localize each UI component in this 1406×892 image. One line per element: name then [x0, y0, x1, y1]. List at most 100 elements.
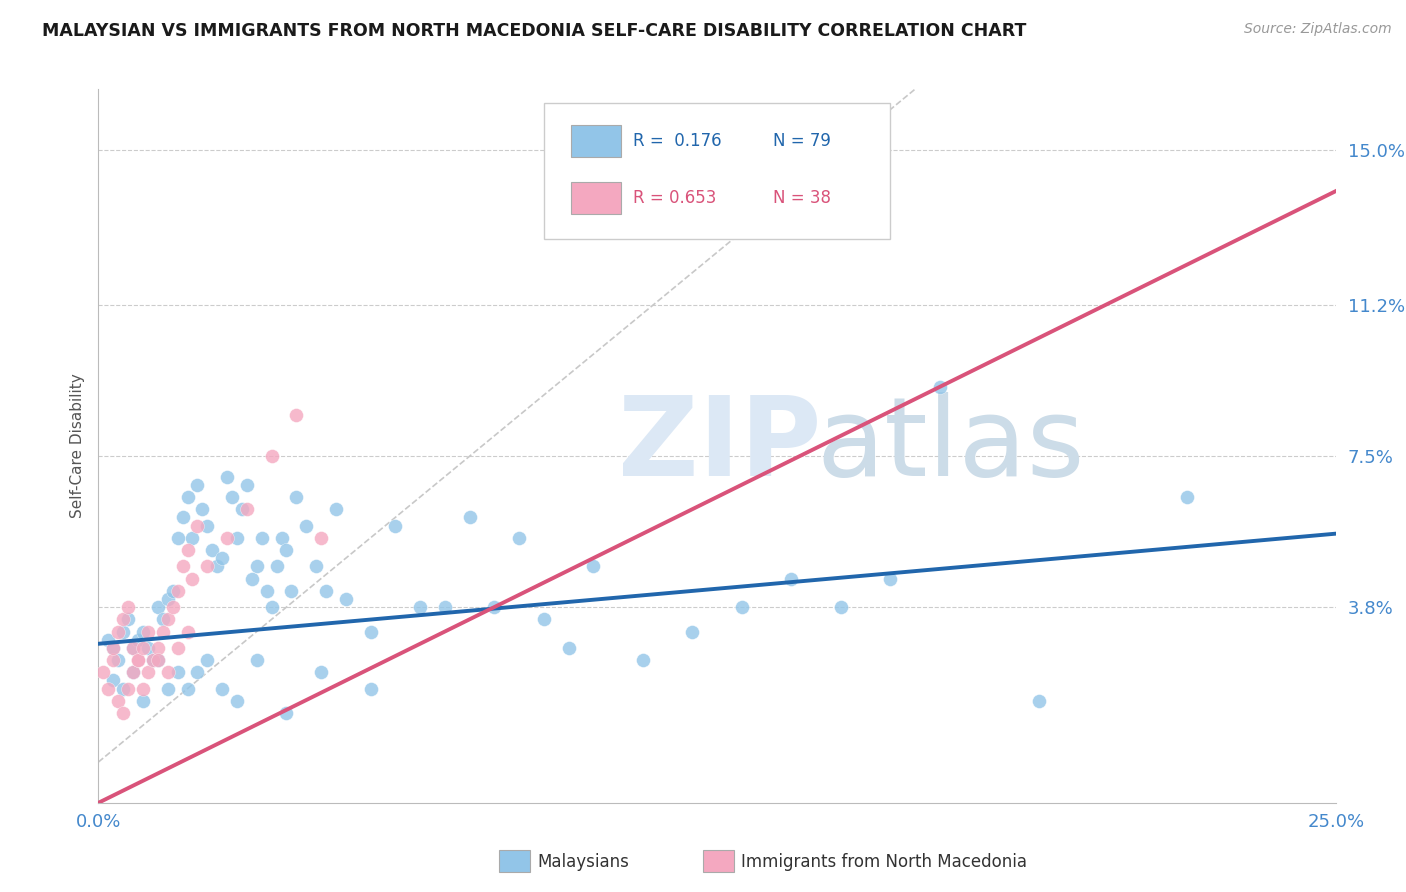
Point [231, 502, 253, 516]
Point [221, 490, 243, 504]
Point [211, 551, 233, 566]
Text: Immigrants from North Macedonia: Immigrants from North Macedonia [741, 853, 1026, 871]
Point [97, 681, 120, 696]
Point [107, 624, 129, 639]
Point [186, 518, 208, 533]
Point [122, 640, 145, 655]
Point [166, 583, 188, 598]
Point [195, 518, 218, 533]
Point [117, 612, 139, 626]
Text: R =  0.176: R = 0.176 [633, 132, 721, 150]
Point [325, 502, 347, 516]
Point [136, 624, 159, 639]
Point [103, 640, 125, 655]
Point [156, 665, 179, 680]
Point [97, 632, 120, 647]
Point [246, 653, 269, 667]
Y-axis label: Self-Care Disability: Self-Care Disability [69, 374, 84, 518]
Text: ZIP: ZIP [619, 392, 821, 500]
Point [122, 665, 145, 680]
Point [360, 624, 382, 639]
Point [211, 681, 233, 696]
Point [557, 640, 579, 655]
Point [181, 531, 204, 545]
Point [205, 559, 228, 574]
Point [142, 653, 165, 667]
Point [146, 653, 169, 667]
Point [315, 583, 337, 598]
Point [1175, 490, 1198, 504]
Point [162, 600, 184, 615]
Point [260, 449, 283, 463]
Point [280, 583, 302, 598]
Bar [571, 125, 620, 157]
Point [132, 624, 155, 639]
Text: R = 0.653: R = 0.653 [633, 189, 716, 207]
Point [127, 653, 149, 667]
Point [295, 518, 318, 533]
Point [103, 653, 125, 667]
Point [146, 653, 169, 667]
Point [195, 559, 218, 574]
Point [181, 572, 204, 586]
Point [285, 409, 308, 423]
Point [270, 531, 292, 545]
Point [122, 665, 145, 680]
Point [162, 583, 184, 598]
Point [117, 600, 139, 615]
Point [1028, 694, 1050, 708]
Point [127, 653, 149, 667]
Point [166, 640, 188, 655]
Text: atlas: atlas [815, 392, 1084, 500]
Point [103, 673, 125, 688]
Point [217, 531, 239, 545]
Point [201, 543, 224, 558]
Point [780, 572, 803, 586]
Point [112, 681, 135, 696]
Point [246, 559, 269, 574]
Point [195, 653, 218, 667]
Point [305, 559, 328, 574]
Point [236, 502, 259, 516]
Point [156, 591, 179, 606]
Point [156, 612, 179, 626]
Point [256, 583, 278, 598]
Point [285, 490, 308, 504]
Point [508, 531, 530, 545]
Point [226, 694, 249, 708]
Point [112, 612, 135, 626]
Point [186, 477, 208, 491]
Point [276, 543, 298, 558]
Point [582, 559, 605, 574]
Point [533, 612, 555, 626]
Point [112, 624, 135, 639]
Point [132, 694, 155, 708]
Point [458, 510, 481, 524]
Point [136, 665, 159, 680]
Text: Malaysians: Malaysians [537, 853, 628, 871]
Point [152, 624, 174, 639]
Point [260, 600, 283, 615]
Point [166, 531, 188, 545]
Point [830, 600, 852, 615]
Point [176, 543, 198, 558]
Point [631, 653, 654, 667]
Point [409, 600, 432, 615]
Point [142, 653, 165, 667]
Point [384, 518, 406, 533]
Point [928, 380, 950, 394]
Point [103, 640, 125, 655]
Point [132, 681, 155, 696]
Point [93, 665, 115, 680]
Point [152, 612, 174, 626]
Bar [571, 182, 620, 214]
Point [731, 600, 754, 615]
Point [132, 640, 155, 655]
Point [176, 624, 198, 639]
Point [191, 502, 214, 516]
Point [266, 559, 288, 574]
Point [335, 591, 357, 606]
Point [146, 640, 169, 655]
Point [122, 640, 145, 655]
FancyBboxPatch shape [544, 103, 890, 239]
